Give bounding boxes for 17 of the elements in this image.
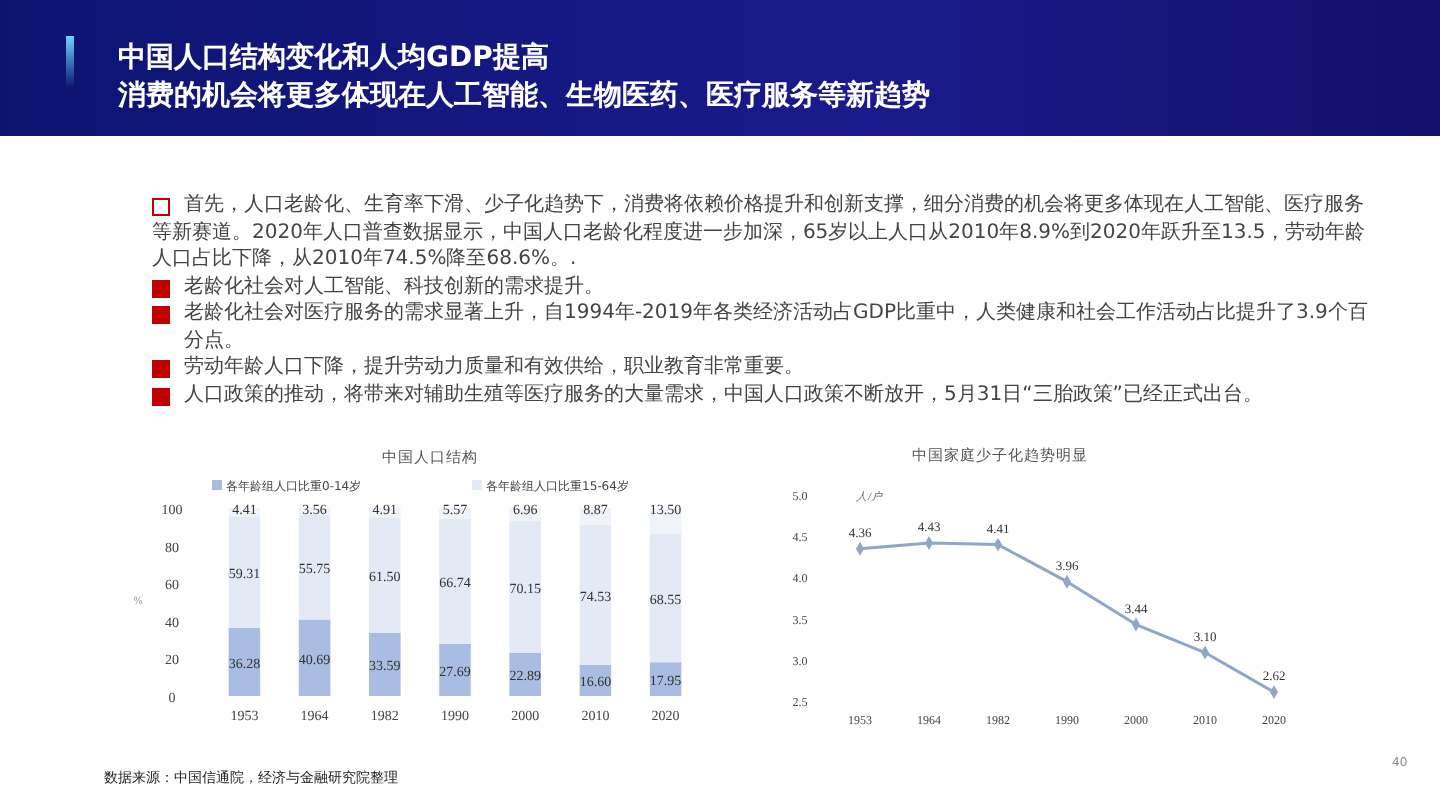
bar: [649, 533, 682, 663]
bar: [298, 514, 331, 620]
bar: [579, 524, 612, 665]
text: 消费的机会将更多体现在人工智能、生物医药、医疗服务等新趋势: [118, 78, 930, 116]
text: 人口政策的推动，将带来对辅助生殖等医疗服务的大量需求，中国人口政策不断放开，5月31日“三胎政策”已经正式出台。: [182, 381, 1265, 408]
point: [924, 536, 934, 550]
text: 老龄化社会对医疗服务的需求显著上升，自1994年-2019年各类经济活动占GDP比重中，人类健康和社会工作活动占比提升了3.9个百分点。: [182, 300, 1370, 354]
bar: [369, 632, 401, 696]
bar: [439, 643, 471, 696]
text: 老龄化社会对人工智能、科技创新的需求提升。: [182, 273, 606, 300]
bar: [228, 516, 261, 628]
text: 首先，人口老龄化、生育率下滑、少子化趋势下，消费将依赖价格提升和创新支撑，细分消费的机会将更多体现在人工智能、医疗服务等新赛道。2020年人口普查数据显示，中国人口老龄化程度进一步加深，65岁以上人口从2010年8.9%到2020年跃升至13.5，劳动年龄人口占比下降，从2010年74.5%降至68.6%。.: [152, 192, 1368, 273]
text: 中国人口结构变化和人均GDP提高: [118, 40, 549, 78]
bar: [439, 518, 471, 644]
bar: [369, 517, 401, 633]
bar: [509, 521, 541, 653]
text: 劳动年龄人口下降，提升劳动力质量和有效供给，职业教育非常重要。: [182, 354, 806, 381]
